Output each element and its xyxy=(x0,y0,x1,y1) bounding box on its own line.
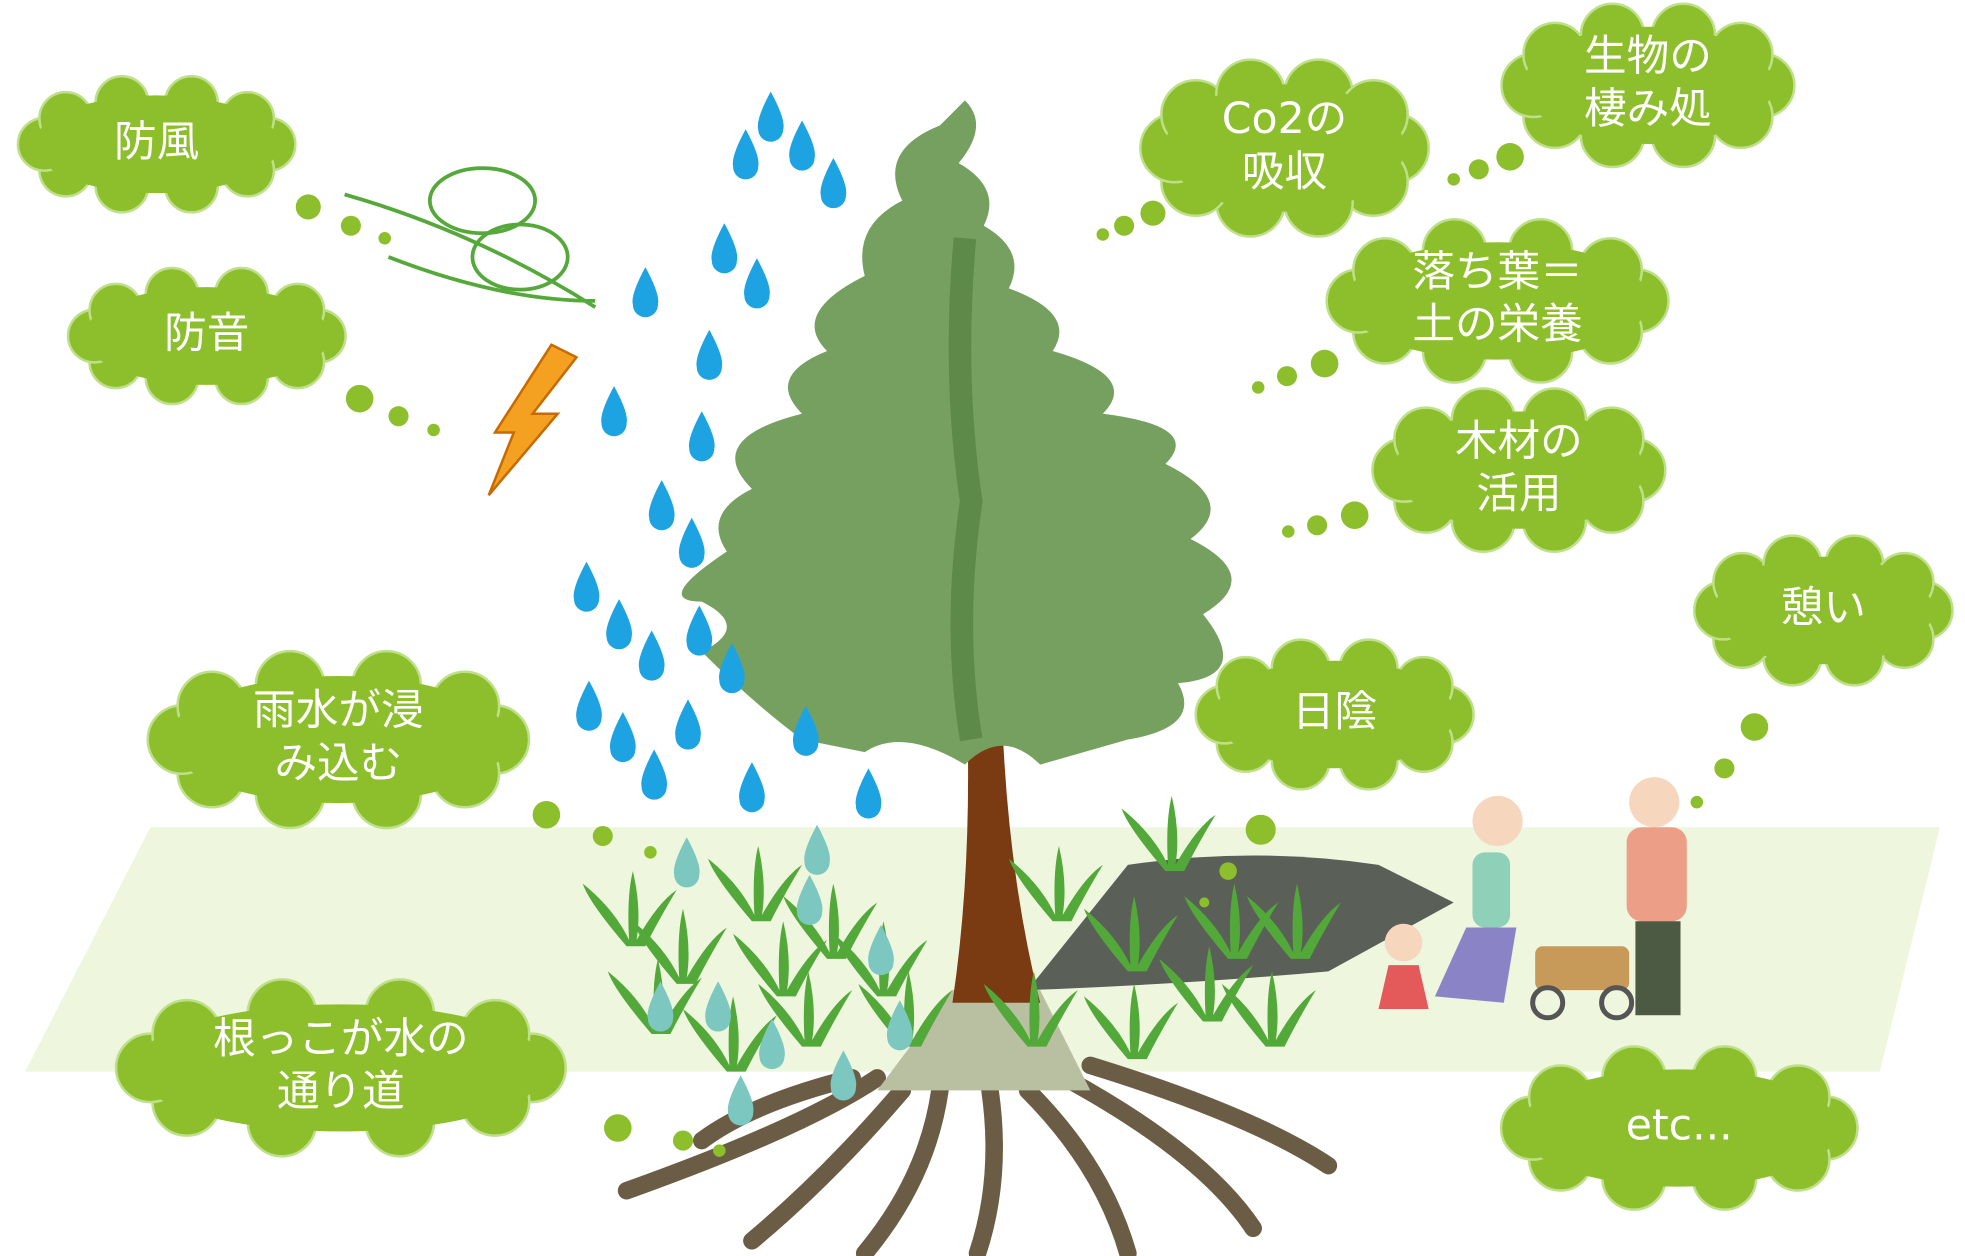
thought-dot xyxy=(346,385,374,413)
raindrop xyxy=(739,762,765,812)
bubble-label: 吸収 xyxy=(1242,147,1327,197)
thought-dot xyxy=(1447,173,1460,186)
raindrop xyxy=(758,92,784,142)
thought-dot xyxy=(1307,515,1327,535)
thought-dot xyxy=(1496,143,1524,171)
bubble-label: etc... xyxy=(1626,1101,1733,1151)
raindrop xyxy=(820,158,846,208)
raindrop xyxy=(856,768,882,818)
canopy-spine xyxy=(960,238,971,739)
bubble: 防風 xyxy=(18,76,295,212)
bubble-label: 雨水が浸 xyxy=(253,686,423,736)
raindrop xyxy=(689,411,715,461)
wagon xyxy=(1535,946,1629,990)
bubble: 防音 xyxy=(68,268,345,404)
thought-dot xyxy=(1691,796,1704,809)
raindrop xyxy=(601,386,627,436)
raindrop xyxy=(789,120,815,170)
thought-dot xyxy=(1140,201,1165,226)
bubble-label: 通り道 xyxy=(277,1067,405,1117)
thought-dot xyxy=(1714,758,1734,778)
thought-dot xyxy=(604,1114,632,1142)
bubble-label: 防風 xyxy=(114,117,199,167)
thought-dot xyxy=(1219,862,1237,880)
raindrop xyxy=(610,712,636,762)
bubble-label: 生物の xyxy=(1584,32,1712,82)
body: 防風防音Co2の吸収生物の棲み処落ち葉＝土の栄養木材の活用憩い日陰雨水が浸み込む… xyxy=(0,0,1965,1256)
father-head xyxy=(1629,777,1679,827)
raindrop xyxy=(633,267,659,317)
raindrop xyxy=(696,330,722,380)
thought-dot xyxy=(593,826,613,846)
thought-dot xyxy=(1741,713,1769,741)
bubble-label: 日陰 xyxy=(1292,687,1377,737)
bubble-label: 土の栄養 xyxy=(1412,300,1582,350)
bubble-label: 活用 xyxy=(1476,469,1561,519)
raindrop xyxy=(728,1075,754,1125)
raindrop xyxy=(576,681,602,731)
bubble: 憩い xyxy=(1694,536,1952,686)
raindrop xyxy=(711,223,737,273)
bubble: 落ち葉＝土の栄養 xyxy=(1327,219,1669,382)
illustration: 防風防音Co2の吸収生物の棲み処落ち葉＝土の栄養木材の活用憩い日陰雨水が浸み込む… xyxy=(0,0,1965,1256)
page: Tree functions {"bubbles": [ {"lines": [… xyxy=(0,0,1965,1256)
noise-bolt xyxy=(489,345,577,495)
thought-dot xyxy=(1341,501,1369,529)
thought-dot xyxy=(1246,815,1276,845)
thought-dot xyxy=(1282,525,1295,538)
raindrop xyxy=(606,599,632,649)
wind-swirl xyxy=(472,224,567,289)
raindrop xyxy=(679,518,705,568)
bubble-label: 根っこが水の xyxy=(213,1014,469,1064)
raindrop xyxy=(574,562,600,612)
thought-dot xyxy=(1469,159,1489,179)
raindrop xyxy=(641,750,667,800)
wind-lines xyxy=(345,194,596,307)
mother-head xyxy=(1472,796,1522,846)
raindrop xyxy=(686,605,712,655)
bubble-label: 木材の xyxy=(1455,416,1583,466)
thought-dot xyxy=(644,846,657,859)
bubble-label: 憩い xyxy=(1781,583,1866,633)
bubble: etc... xyxy=(1501,1046,1857,1209)
bubble-label: Co2の xyxy=(1222,94,1348,144)
thought-dot xyxy=(1114,216,1134,236)
raindrop xyxy=(649,480,675,530)
father-body xyxy=(1627,827,1687,921)
bubble-label: 落ち葉＝ xyxy=(1412,247,1582,297)
thought-dot xyxy=(673,1131,693,1151)
thought-dot xyxy=(1097,228,1110,241)
thought-dot xyxy=(427,424,440,437)
child-head xyxy=(1385,924,1423,962)
raindrop xyxy=(675,699,701,749)
thought-dot xyxy=(341,216,361,236)
raindrop xyxy=(733,129,759,179)
bubble: 日陰 xyxy=(1196,640,1474,790)
bubble-label: 防音 xyxy=(164,309,249,359)
thought-dot xyxy=(1311,350,1339,378)
thought-dot xyxy=(533,801,561,829)
bubble-label: み込む xyxy=(274,738,402,788)
thought-dot xyxy=(296,194,321,219)
bubble-label: 棲み処 xyxy=(1584,84,1712,134)
thought-dot xyxy=(1277,366,1297,386)
thought-dot xyxy=(1252,381,1265,394)
raindrop xyxy=(744,258,770,308)
raindrop xyxy=(639,631,665,681)
mother-body xyxy=(1472,852,1510,927)
thought-dot xyxy=(388,406,408,426)
father-legs xyxy=(1635,921,1680,1015)
thought-dot xyxy=(1199,897,1209,907)
thought-dot xyxy=(713,1144,726,1157)
thought-dot xyxy=(378,232,391,245)
